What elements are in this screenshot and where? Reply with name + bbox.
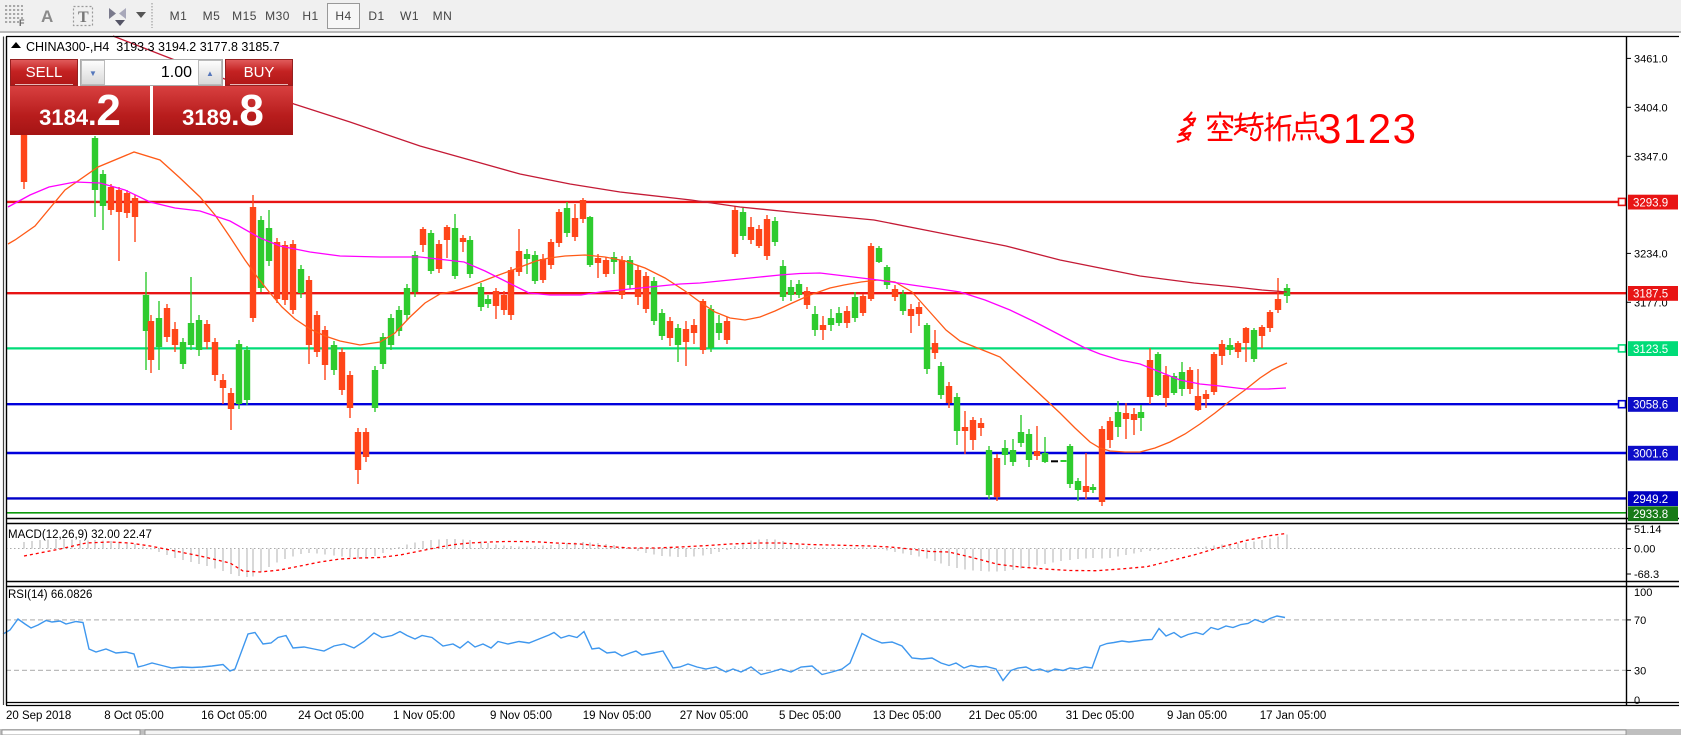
svg-text:3293.9: 3293.9 (1633, 197, 1668, 209)
svg-text:0.00: 0.00 (1634, 544, 1655, 556)
svg-text:CHINA300-,H4 3193.3 3194.2 31: CHINA300-,H4 3193.3 3194.2 3177.8 3185.7 (26, 40, 280, 54)
svg-text:16 Oct 05:00: 16 Oct 05:00 (201, 710, 267, 722)
svg-text:0: 0 (1634, 695, 1640, 707)
svg-text:A: A (41, 7, 53, 26)
svg-text:3347.0: 3347.0 (1634, 151, 1668, 163)
svg-text:5 Dec 05:00: 5 Dec 05:00 (779, 710, 841, 722)
svg-text:3404.0: 3404.0 (1634, 102, 1668, 114)
svg-text:2933.8: 2933.8 (1633, 509, 1668, 521)
svg-text:17 Jan 05:00: 17 Jan 05:00 (1260, 710, 1327, 722)
svg-text:9 Jan 05:00: 9 Jan 05:00 (1167, 710, 1227, 722)
svg-text:MACD(12,26,9) 32.00 22.47: MACD(12,26,9) 32.00 22.47 (8, 529, 152, 541)
svg-text:100: 100 (1634, 587, 1652, 599)
svg-text:1 Nov 05:00: 1 Nov 05:00 (393, 710, 455, 722)
svg-text:2949.2: 2949.2 (1633, 494, 1668, 506)
svg-text:31 Dec 05:00: 31 Dec 05:00 (1066, 710, 1134, 722)
svg-text:3001.6: 3001.6 (1633, 449, 1668, 461)
svg-text:30: 30 (1634, 665, 1646, 677)
svg-text:21 Dec 05:00: 21 Dec 05:00 (969, 710, 1037, 722)
svg-text:51.14: 51.14 (1634, 524, 1662, 536)
svg-text:19 Nov 05:00: 19 Nov 05:00 (583, 710, 651, 722)
svg-text:27 Nov 05:00: 27 Nov 05:00 (680, 710, 748, 722)
svg-text:F: F (19, 18, 25, 28)
svg-text:3123: 3123 (1318, 105, 1417, 152)
svg-text:3461.0: 3461.0 (1634, 53, 1668, 65)
svg-text:3123.5: 3123.5 (1633, 344, 1668, 356)
svg-text:T: T (78, 9, 89, 26)
svg-text:8 Oct 05:00: 8 Oct 05:00 (104, 710, 163, 722)
svg-text:3234.0: 3234.0 (1634, 248, 1668, 260)
svg-text:RSI(14) 66.0826: RSI(14) 66.0826 (8, 589, 92, 601)
svg-text:24 Oct 05:00: 24 Oct 05:00 (298, 710, 364, 722)
svg-text:9 Nov 05:00: 9 Nov 05:00 (490, 710, 552, 722)
svg-text:3058.6: 3058.6 (1633, 400, 1668, 412)
svg-text:-68.3: -68.3 (1634, 569, 1659, 581)
svg-text:20 Sep 2018: 20 Sep 2018 (6, 710, 71, 722)
svg-text:3187.5: 3187.5 (1633, 289, 1668, 301)
svg-text:13 Dec 05:00: 13 Dec 05:00 (873, 710, 941, 722)
svg-text:70: 70 (1634, 615, 1646, 627)
